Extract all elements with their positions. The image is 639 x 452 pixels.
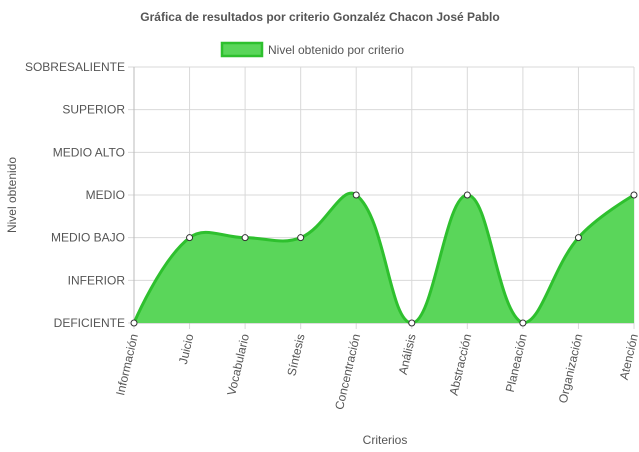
series-area xyxy=(132,191,635,325)
legend-label: Nivel obtenido por criterio xyxy=(268,43,404,57)
data-point[interactable] xyxy=(241,234,249,242)
x-tick-label: Vocabulario xyxy=(224,332,252,397)
x-tick-label: Planeación xyxy=(503,333,530,394)
y-tick-label: SOBRESALIENTE xyxy=(25,60,125,74)
y-tick-label: MEDIO BAJO xyxy=(51,231,125,245)
x-tick-label: Síntesis xyxy=(284,333,307,378)
x-axis-ticks: Información Juicio Vocabulario Síntesis Conc… xyxy=(113,332,639,411)
data-point[interactable] xyxy=(297,234,305,242)
y-axis-label: Nivel obtenido xyxy=(5,157,19,233)
y-tick-label: SUPERIOR xyxy=(62,103,125,117)
chart-title: Gráfica de resultados por criterio Gonza… xyxy=(140,10,499,24)
y-axis-ticks: DEFICIENTE INFERIOR MEDIO BAJO MEDIO MEDIO A… xyxy=(25,60,125,330)
x-tick-label: Análisis xyxy=(396,333,419,376)
data-points xyxy=(130,191,638,327)
x-axis-label: Criterios xyxy=(363,433,408,447)
x-tick-label: Información xyxy=(113,333,141,397)
legend-swatch xyxy=(220,41,264,58)
data-point[interactable] xyxy=(630,191,638,199)
x-tick-label: Concentración xyxy=(332,333,363,412)
x-tick-label: Atención xyxy=(617,333,639,382)
data-point[interactable] xyxy=(408,319,416,327)
y-tick-label: MEDIO ALTO xyxy=(53,145,125,159)
data-point[interactable] xyxy=(519,319,527,327)
series-line xyxy=(132,191,635,325)
y-tick-label: INFERIOR xyxy=(68,273,126,287)
data-point[interactable] xyxy=(186,234,194,242)
x-tick-label: Organización xyxy=(556,333,586,405)
y-tick-label: MEDIO xyxy=(86,188,125,202)
data-point[interactable] xyxy=(463,191,471,199)
data-point[interactable] xyxy=(352,191,360,199)
x-tick-label: Abstracción xyxy=(447,333,475,397)
legend[interactable]: Nivel obtenido por criterio xyxy=(220,41,404,58)
y-tick-label: DEFICIENTE xyxy=(54,316,125,330)
data-point[interactable] xyxy=(130,319,138,327)
data-point[interactable] xyxy=(574,234,582,242)
x-tick-label: Juicio xyxy=(176,332,197,365)
